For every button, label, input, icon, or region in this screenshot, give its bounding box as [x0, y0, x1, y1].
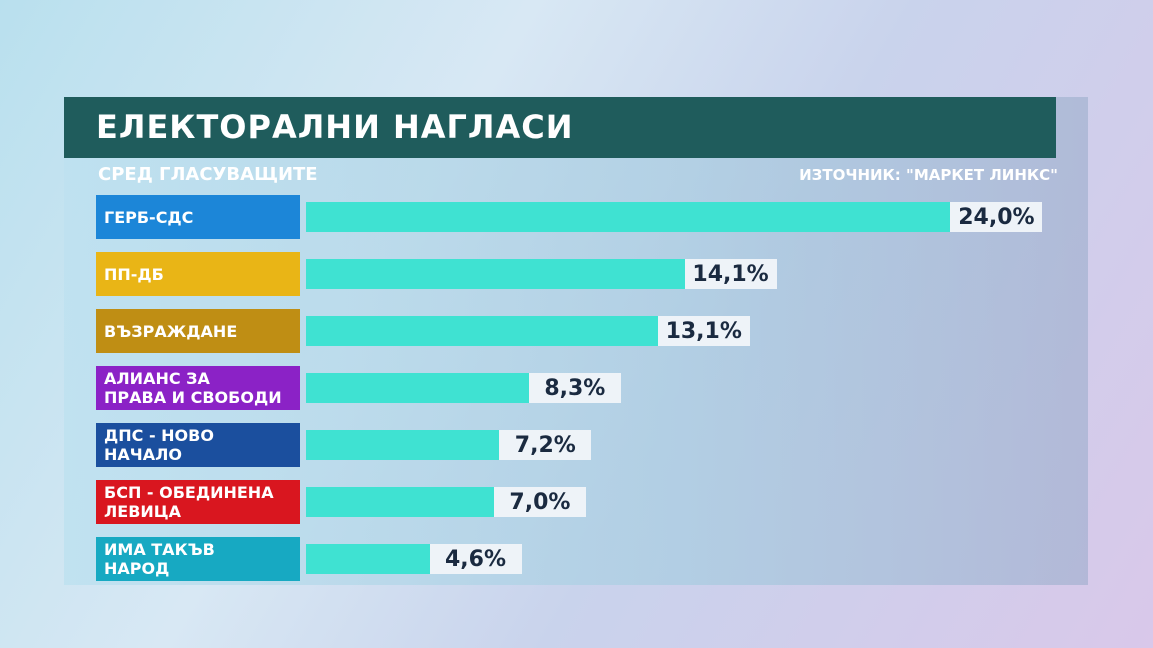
- category-label: ИМА ТАКЪВ НАРОД: [96, 537, 300, 581]
- title-bar: [64, 97, 1056, 158]
- bar: [306, 316, 658, 346]
- value-label: 4,6%: [429, 544, 522, 574]
- bar: [306, 544, 430, 574]
- value-label: 13,1%: [657, 316, 750, 346]
- subtitle: СРЕД ГЛАСУВАЩИТЕ: [98, 164, 318, 185]
- chart-title: ЕЛЕКТОРАЛНИ НАГЛАСИ: [96, 108, 574, 146]
- bar: [306, 373, 529, 403]
- bar: [306, 487, 494, 517]
- bar: [306, 430, 500, 460]
- bar: [306, 202, 951, 232]
- category-label: БСП - ОБЕДИНЕНА ЛЕВИЦА: [96, 480, 300, 524]
- source: ИЗТОЧНИК: "МАРКЕТ ЛИНКС": [799, 166, 1058, 184]
- value-label: 14,1%: [684, 259, 777, 289]
- value-label: 7,2%: [499, 430, 592, 460]
- value-label: 7,0%: [493, 487, 586, 517]
- category-label: АЛИАНС ЗА ПРАВА И СВОБОДИ: [96, 366, 300, 410]
- value-label: 8,3%: [528, 373, 621, 403]
- category-label: ПП-ДБ: [96, 252, 300, 296]
- category-label: ГЕРБ-СДС: [96, 195, 300, 239]
- value-label: 24,0%: [950, 202, 1043, 232]
- bar: [306, 259, 685, 289]
- category-label: ВЪЗРАЖДАНЕ: [96, 309, 300, 353]
- category-label: ДПС - НОВО НАЧАЛО: [96, 423, 300, 467]
